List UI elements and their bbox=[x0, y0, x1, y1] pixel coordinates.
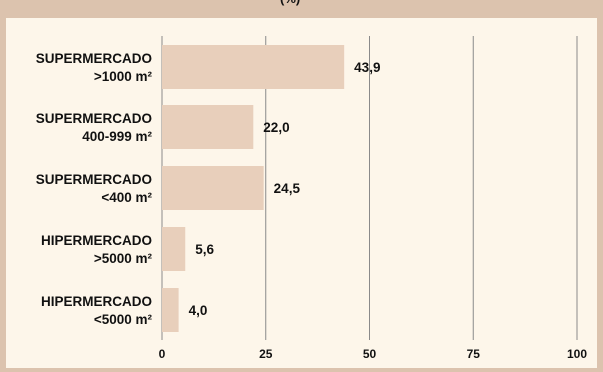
value-label-0: 43,9 bbox=[354, 60, 380, 75]
value-labels: 43,9 22,0 24,5 5,6 4,0 bbox=[189, 60, 381, 318]
bar-4 bbox=[162, 288, 179, 332]
bar-2 bbox=[162, 166, 264, 210]
category-label-0-0: SUPERMERCADO bbox=[36, 51, 152, 66]
value-label-2: 24,5 bbox=[274, 181, 301, 196]
category-label-4-0: HIPERMERCADO bbox=[41, 294, 152, 309]
category-label-2-0: SUPERMERCADO bbox=[36, 172, 152, 187]
chart-header: (%) bbox=[0, 0, 603, 18]
x-tick-25: 25 bbox=[259, 347, 273, 361]
bars bbox=[162, 45, 345, 332]
category-label-3-1: >5000 m² bbox=[94, 251, 153, 266]
value-label-4: 4,0 bbox=[189, 303, 208, 318]
category-label-1-0: SUPERMERCADO bbox=[36, 111, 152, 126]
bar-1 bbox=[162, 105, 254, 149]
x-tick-0: 0 bbox=[159, 347, 166, 361]
category-label-4-1: <5000 m² bbox=[94, 312, 153, 327]
category-label-2-1: <400 m² bbox=[101, 190, 152, 205]
x-tick-75: 75 bbox=[467, 347, 481, 361]
category-label-3-0: HIPERMERCADO bbox=[41, 233, 152, 248]
unit-label: (%) bbox=[280, 0, 300, 6]
category-label-0-1: >1000 m² bbox=[94, 69, 153, 84]
x-tick-100: 100 bbox=[567, 347, 587, 361]
value-label-3: 5,6 bbox=[195, 242, 214, 257]
value-label-1: 22,0 bbox=[263, 120, 289, 135]
x-tick-50: 50 bbox=[363, 347, 377, 361]
bar-0 bbox=[162, 45, 345, 89]
x-tick-labels: 0 25 50 75 100 bbox=[159, 347, 588, 361]
category-labels: SUPERMERCADO >1000 m² SUPERMERCADO 400-999 … bbox=[36, 51, 153, 327]
category-label-1-1: 400-999 m² bbox=[82, 129, 152, 144]
bar-3 bbox=[162, 227, 186, 271]
